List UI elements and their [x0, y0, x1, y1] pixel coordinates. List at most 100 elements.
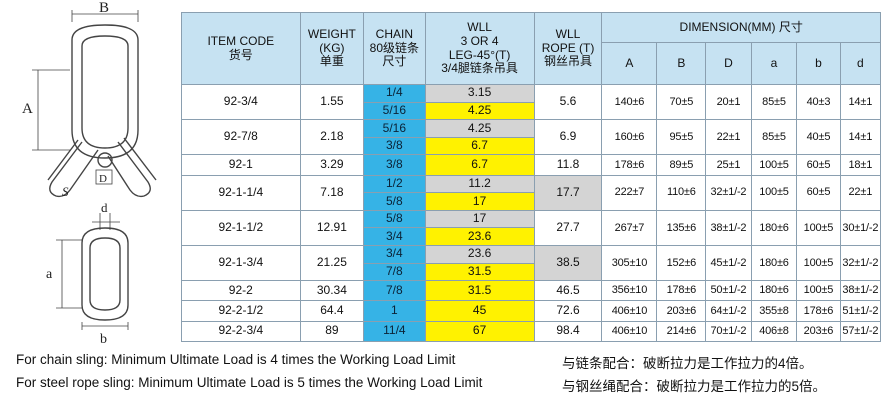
dimension-cell: 38±1/-2	[705, 209, 752, 246]
dimension-cell: 14±1	[839, 119, 882, 156]
dimension-cell: 60±5	[796, 154, 841, 176]
label-A: A	[22, 101, 33, 117]
dimension-cell: 32±1/-2	[839, 244, 882, 282]
header-chain: CHAIN 80级链条 尺寸	[363, 12, 426, 85]
table-row: 92-1-1/2 12.91 5/8 17 27.7 267±7 135±6 38±1/-2 1…	[181, 209, 882, 246]
wll-rope-cell: 72.6	[533, 300, 603, 322]
dimension-cell: 203±6	[796, 320, 841, 343]
dimension-cell: 160±6	[601, 119, 658, 156]
item-code-cell: 92-1-1/4	[181, 174, 301, 211]
label-a: a	[46, 267, 53, 282]
wll-cell: 31.5	[424, 280, 535, 302]
dimension-cell: 100±5	[750, 154, 798, 176]
header-wll: WLL 3 OR 4 LEG-45°(T) 3/4腿链条吊具	[424, 12, 535, 85]
label-b: b	[100, 332, 107, 345]
chain-size-cell: 5/8	[363, 192, 426, 211]
table-row: 5/8 17	[182, 192, 881, 211]
chain-size-cell: 1	[363, 300, 426, 322]
footnote-rope: For steel rope sling: Minimum Ultimate L…	[16, 375, 826, 394]
header-dim-a: a	[750, 42, 798, 85]
item-code-cell: 92-2	[181, 280, 301, 302]
table-row: 92-1-1/4 7.18 1/2 11.2 17.7 222±7 110±6 32±1/-2…	[181, 174, 882, 211]
wll-cell: 3.15	[424, 84, 535, 103]
link-outline	[71, 24, 139, 159]
dimension-cell: 51±1/-2	[839, 300, 882, 322]
wll-rope-cell: 5.6	[533, 83, 603, 121]
wll-cell: 67	[424, 320, 535, 343]
table-row: 3/8 6.7	[182, 136, 881, 156]
dimension-cell: 152±6	[656, 244, 707, 282]
chain-size-cell: 11/4	[363, 320, 426, 343]
label-d: d	[101, 200, 108, 215]
header-dim-B: B	[656, 42, 707, 85]
chain-size-cell: 1/2	[363, 174, 426, 194]
header-dim-b: b	[796, 42, 841, 85]
dimension-cell: 57±1/-2	[839, 320, 882, 343]
table-row: 92-7/8 2.18 5/16 4.25 6.9 160±6 95±5 22±1 85±5 40…	[181, 119, 882, 156]
dimension-cell: 20±1	[705, 83, 752, 121]
dimension-cell: 22±1	[839, 174, 882, 211]
weight-cell: 1.55	[299, 83, 365, 121]
table-row: 92-2-1/2 64.4 1 45 72.6 406±10 203±6 64±1/-2 355…	[181, 300, 882, 322]
dimension-cell: 30±1/-2	[839, 209, 882, 246]
dimension-cell: 203±6	[656, 300, 707, 322]
footnote-chain-cn: 与链条配合：破断拉力是工作拉力的4倍。	[562, 356, 813, 371]
footnote-rope-en: For steel rope sling: Minimum Ultimate L…	[16, 375, 483, 390]
weight-cell: 2.18	[299, 119, 365, 156]
label-D: D	[99, 173, 107, 185]
item-code-cell: 92-2-1/2	[181, 300, 301, 322]
header-dim-D: D	[705, 42, 752, 85]
weight-cell: 7.18	[299, 174, 365, 211]
wll-cell: 4.25	[424, 101, 535, 121]
table-row: 7/8 31.5	[182, 262, 881, 282]
weight-cell: 89	[299, 320, 365, 343]
item-code-cell: 92-3/4	[181, 83, 301, 121]
chain-size-cell: 3/4	[363, 227, 426, 246]
wll-cell: 17	[424, 192, 535, 211]
dimension-cell: 406±10	[601, 320, 658, 343]
wll-cell: 31.5	[424, 262, 535, 282]
sub-link-left	[49, 141, 99, 198]
dimension-cell: 14±1	[839, 83, 882, 121]
weight-cell: 30.34	[299, 280, 365, 302]
table-row: 92-2-3/4 89 11/4 67 98.4 406±10 214±6 70±1/-2 40…	[181, 320, 882, 343]
weight-cell: 3.29	[299, 154, 365, 176]
wll-cell: 4.25	[424, 119, 535, 138]
dimension-cell: 40±3	[796, 83, 841, 121]
dimension-cell: 406±8	[750, 320, 798, 343]
dimension-cell: 178±6	[601, 154, 658, 176]
wll-rope-cell: 11.8	[533, 154, 603, 176]
link-side-view	[81, 227, 129, 321]
dimension-cell: 355±8	[750, 300, 798, 322]
chain-size-cell: 5/16	[363, 119, 426, 138]
dimension-cell: 32±1/-2	[705, 174, 752, 211]
master-link-diagram: B A D S d a b	[22, 0, 157, 345]
table-row: 92-2 30.34 7/8 31.5 46.5 356±10 178±6 50±1/-2 18…	[181, 280, 882, 302]
wll-rope-cell: 17.7	[533, 174, 603, 211]
dimension-cell: 45±1/-2	[705, 244, 752, 282]
item-code-cell: 92-1-3/4	[181, 244, 301, 282]
header-dim-d: d	[839, 42, 882, 85]
item-code-cell: 92-1-1/2	[181, 209, 301, 246]
sub-link-right	[107, 141, 151, 198]
dimension-cell: 64±1/-2	[705, 300, 752, 322]
dimension-cell: 18±1	[839, 154, 882, 176]
specification-table: ITEM CODE 货号 WEIGHT (KG) 单重 CHAIN 80级链条 尺寸 WL…	[181, 12, 882, 343]
chain-size-cell: 5/16	[363, 101, 426, 121]
link-inner	[81, 35, 129, 149]
footnote-chain: For chain sling: Minimum Ultimate Load i…	[16, 352, 813, 371]
wll-rope-cell: 38.5	[533, 244, 603, 282]
dimension-cell: 22±1	[705, 119, 752, 156]
table-row: 92-1 3.29 3/8 6.7 11.8 178±6 89±5 25±1 100±5 60±5…	[181, 154, 882, 176]
dimension-cell: 100±5	[796, 209, 841, 246]
dimension-cell: 100±5	[796, 280, 841, 302]
dimension-cell: 100±5	[750, 174, 798, 211]
wll-cell: 11.2	[424, 174, 535, 194]
dimension-cell: 267±7	[601, 209, 658, 246]
pin-circle	[97, 152, 113, 168]
dimension-cell: 110±6	[656, 174, 707, 211]
dimension-cell: 406±10	[601, 300, 658, 322]
footnote-chain-en: For chain sling: Minimum Ultimate Load i…	[16, 352, 456, 367]
chain-size-cell: 5/8	[363, 209, 426, 229]
wll-cell: 23.6	[424, 227, 535, 246]
